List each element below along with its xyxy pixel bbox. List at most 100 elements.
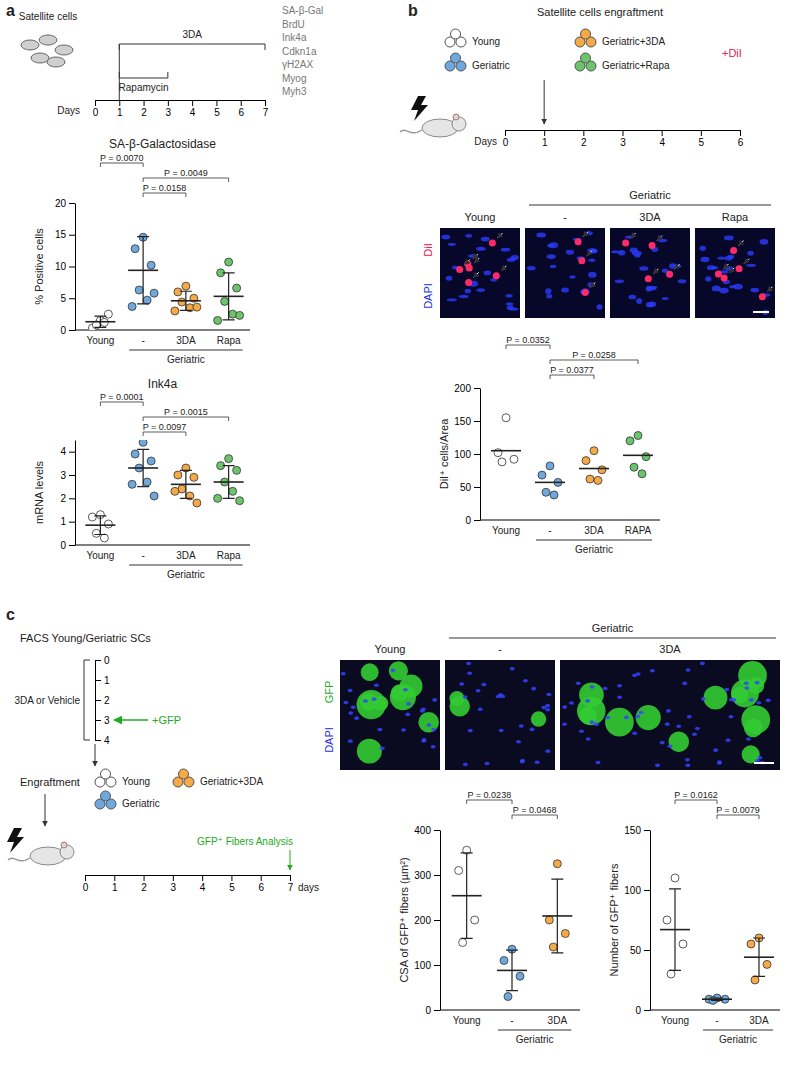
tick-mark	[474, 421, 480, 422]
y-axis-title: CSA of GFP⁺ fibers (µm²)	[398, 857, 410, 982]
p-value: P = 0.0377	[550, 365, 594, 375]
tick-label: 0	[60, 540, 66, 551]
tick-mark	[644, 950, 650, 951]
chart-title: SA-β-Galactosidase	[109, 137, 216, 151]
days-axis-tick: 1	[112, 875, 118, 893]
days-axis-tick: 2	[141, 875, 147, 893]
category-label: Rapa	[217, 335, 241, 346]
tick-mark	[95, 680, 101, 681]
chart: 050100150200DiI⁺ cells/AreaYoung-3DARAPA…	[438, 335, 660, 555]
data-point	[233, 466, 241, 474]
data-point	[671, 874, 679, 882]
comparison-bracket	[143, 432, 186, 436]
data-point	[100, 534, 108, 542]
group-line	[536, 540, 652, 541]
tick-mark	[434, 875, 440, 876]
p-value: P = 0.0097	[143, 422, 187, 432]
data-point	[586, 475, 594, 483]
group-label: Geriatric+3DA	[602, 36, 665, 47]
y-axis-tick: 100	[454, 449, 480, 460]
chart: 050100150Number of GFP⁺ fibersYoung-3DAG…	[608, 790, 780, 1045]
days-axis-tick: 0	[93, 100, 99, 118]
tick-label: 5	[60, 293, 66, 304]
tick-label: 50	[630, 945, 642, 956]
p-value: P = 0.0162	[674, 790, 718, 800]
tick-mark	[95, 100, 96, 106]
dye-label: +DiI	[722, 47, 742, 59]
treatment-bracket	[84, 660, 90, 740]
tick-label: 10	[55, 261, 67, 272]
data-point	[174, 288, 182, 296]
y-axis-tick: 300	[414, 870, 440, 881]
group-label: Geriatric	[575, 544, 613, 555]
data-point	[104, 310, 112, 318]
image-label: 3DA	[659, 643, 681, 655]
cell-cluster	[445, 53, 466, 71]
data-point	[538, 471, 546, 479]
tick-mark	[701, 130, 702, 136]
y-axis-line	[75, 204, 76, 331]
days-axis-tick: 0	[503, 130, 509, 148]
tick-label: 4	[190, 107, 196, 118]
p-value: P = 0.0258	[572, 350, 616, 360]
marks	[491, 414, 653, 499]
analysis-label: GFP⁺ Fibers Analysis	[197, 836, 293, 847]
tick-mark	[69, 522, 75, 523]
data-point	[171, 487, 179, 495]
days-axis-line	[96, 100, 266, 101]
group-label: Geriatric+Rapa	[602, 60, 670, 71]
days-axis-tick: 1	[117, 100, 123, 118]
error-bar	[669, 889, 681, 971]
category-label: -	[715, 1015, 718, 1026]
cell-icon	[39, 35, 57, 45]
data-point	[171, 307, 179, 315]
mean-line	[535, 482, 565, 484]
schematic-title: Satellite cells engraftment	[537, 6, 663, 18]
mouse-icon	[8, 842, 74, 865]
tick-label: 400	[414, 825, 431, 836]
analysis-arrow	[290, 850, 291, 870]
category-label: Young	[453, 1015, 481, 1026]
category-label: Young	[86, 335, 114, 346]
data-point	[542, 488, 550, 496]
x-axis-line	[75, 330, 250, 331]
data-point	[128, 480, 136, 488]
error-bar	[94, 516, 106, 535]
data-point	[500, 957, 508, 965]
y-axis-tick: 3	[60, 470, 75, 481]
days-axis-tick: 2	[95, 695, 110, 706]
injury-icon	[7, 828, 24, 853]
rapamycin-bracket	[119, 72, 168, 78]
data-point	[214, 316, 222, 324]
days-axis: 0123456	[503, 130, 744, 148]
group-line	[129, 565, 243, 566]
tick-mark	[434, 830, 440, 831]
gfp-arrow	[114, 719, 148, 721]
comparison-bracket	[100, 402, 143, 406]
y-axis-line	[75, 441, 76, 546]
tick-label: 200	[414, 915, 431, 926]
error-bar	[180, 470, 192, 498]
error-bar	[711, 998, 723, 1000]
image-label: -	[563, 211, 567, 223]
data-point	[747, 940, 755, 948]
tick-label: 3	[104, 715, 110, 726]
image-label: 3DA	[639, 211, 661, 223]
chart: 05101520SA-β-Galactosidase% Positive cel…	[33, 137, 250, 365]
flow-arrow	[45, 794, 46, 826]
tick-mark	[168, 100, 169, 106]
tick-mark	[261, 875, 262, 881]
group-label: Geriatric	[516, 1034, 554, 1045]
data-point	[667, 970, 675, 978]
tick-label: 0	[60, 325, 66, 336]
stain-label: GFP	[323, 681, 335, 704]
error-bar	[223, 466, 235, 499]
days-axis-tick: 1	[95, 675, 110, 686]
y-axis-tick: 200	[414, 915, 440, 926]
data-point	[128, 303, 136, 311]
category-label: 3DA	[548, 1015, 568, 1026]
cell-cluster	[95, 791, 116, 809]
tick-label: 100	[414, 960, 431, 971]
data-point	[236, 497, 244, 505]
tick-mark	[505, 130, 506, 136]
